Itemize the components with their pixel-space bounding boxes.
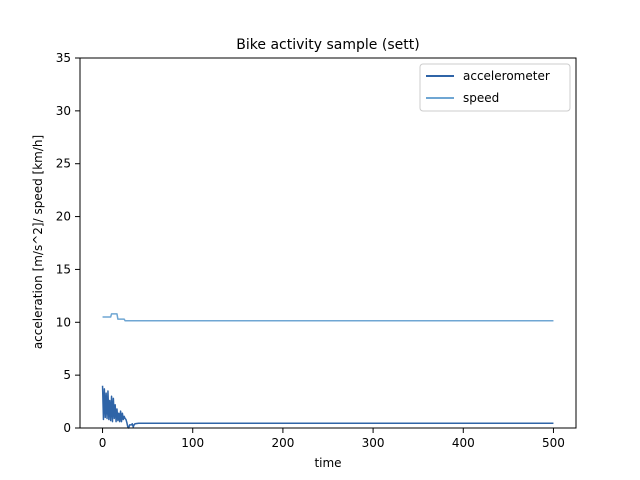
x-tick-label: 200 (271, 436, 294, 450)
x-tick-label: 400 (452, 436, 475, 450)
y-tick-label: 35 (56, 51, 71, 65)
x-tick-label: 500 (542, 436, 565, 450)
legend-label-0: accelerometer (463, 69, 550, 83)
series-line-1 (102, 313, 554, 322)
x-axis-label: time (314, 456, 341, 470)
legend-box (419, 63, 571, 112)
plot-area (79, 57, 577, 429)
y-tick-label: 5 (63, 368, 71, 382)
x-tick-label: 100 (181, 436, 204, 450)
y-tick-label: 30 (56, 104, 71, 118)
y-tick-label: 0 (63, 421, 71, 435)
plot-background (80, 58, 576, 428)
y-tick-label: 20 (56, 210, 71, 224)
plot-frame (79, 57, 577, 429)
x-tick-label: 300 (362, 436, 385, 450)
x-tick-label: 0 (99, 436, 107, 450)
chart-title: Bike activity sample (sett) (236, 37, 419, 53)
y-tick-label: 25 (56, 157, 71, 171)
legend-label-1: speed (463, 91, 499, 105)
y-tick-label: 15 (56, 262, 71, 276)
axis-ticks: 0 100 200 300 400 500 0 5 10 15 20 25 30 35 (56, 51, 565, 450)
series-line-0 (101, 385, 554, 429)
y-tick-label: 10 (56, 315, 71, 329)
legend: accelerometer speed (419, 63, 571, 112)
y-axis-label: acceleration [m/s^2]/ speed [km/h] (31, 135, 45, 349)
